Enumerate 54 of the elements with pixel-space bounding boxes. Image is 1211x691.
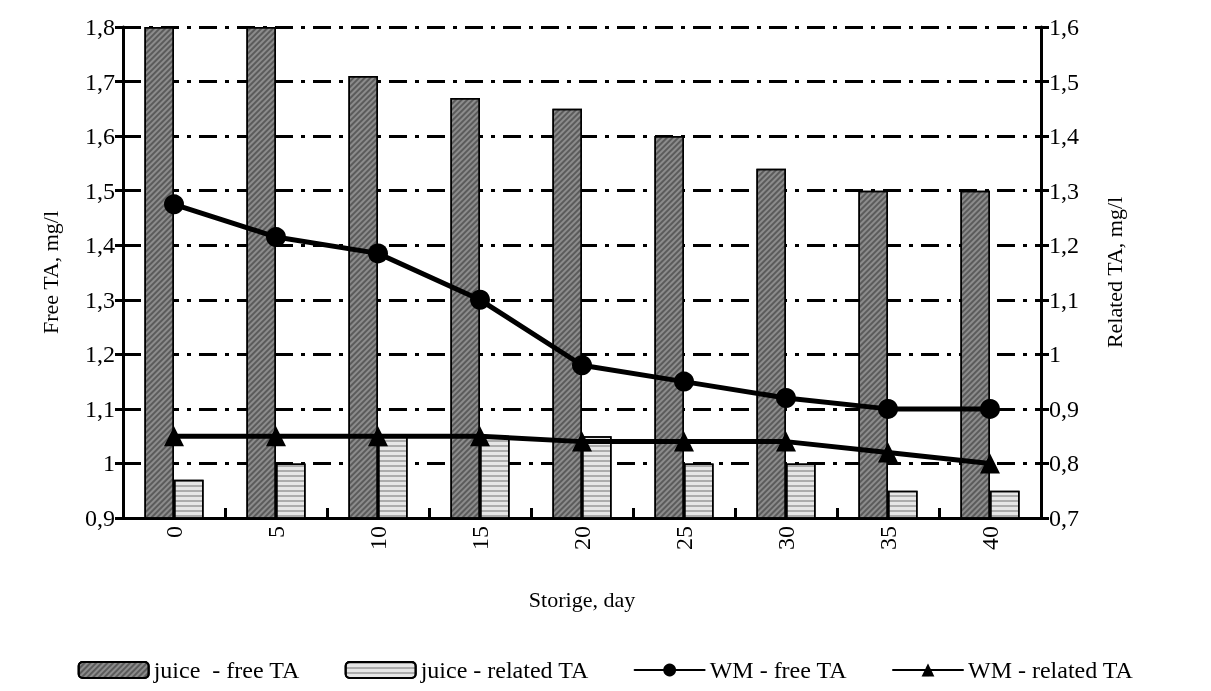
y2-tick-label: 1 [1049, 341, 1061, 368]
point [266, 426, 286, 447]
x-tick-label: 35 [875, 526, 901, 550]
legend-label: juice - related TA [419, 657, 589, 683]
x-tick-label: 40 [977, 526, 1003, 550]
y-tick-label: 1,7 [85, 68, 115, 95]
y2-axis-title: Related TA, mg/l [1101, 196, 1127, 349]
point [878, 398, 898, 419]
legend-label: WM - related TA [967, 657, 1134, 683]
y2-tick-label: 1,6 [1049, 14, 1079, 40]
point [980, 453, 1000, 474]
point [674, 431, 694, 452]
legend-label: juice - free TA [152, 657, 300, 683]
y-tick-label: 1,4 [85, 232, 115, 259]
point [572, 431, 592, 452]
point [878, 442, 898, 463]
point [470, 289, 490, 310]
x-tick-label: 10 [365, 526, 391, 550]
y-tick-label: 1,2 [85, 341, 115, 368]
y2-tick-label: 1,5 [1049, 68, 1079, 95]
point [164, 426, 184, 447]
x-tick-label: 20 [569, 526, 595, 550]
y2-tick-label: 0,9 [1049, 395, 1079, 422]
y2-tick-label: 1,1 [1049, 286, 1079, 313]
point [980, 398, 1000, 419]
x-tick-label: 15 [467, 526, 493, 550]
y-tick-label: 1,3 [85, 286, 115, 313]
x-tick-label: 30 [773, 526, 799, 550]
y2-tick-label: 0,8 [1049, 450, 1079, 477]
y-tick-label: 1,8 [85, 14, 115, 40]
point [164, 194, 184, 215]
y2-tick-label: 1,3 [1049, 177, 1079, 204]
y-tick-label: 1,5 [85, 177, 115, 204]
x-tick-label: 25 [671, 526, 697, 550]
y2-tick-label: 0,7 [1049, 505, 1079, 531]
x-axis-title: Storige, day [528, 586, 636, 612]
point [368, 426, 388, 447]
y-tick-label: 0,9 [85, 505, 115, 531]
legend-label: WM - free TA [709, 657, 848, 683]
y-tick-label: 1,6 [85, 123, 115, 150]
point [674, 371, 694, 392]
y-tick-label: 1 [103, 450, 115, 477]
point [776, 431, 796, 452]
y2-tick-label: 1,4 [1049, 123, 1079, 150]
x-tick-label: 0 [161, 526, 187, 538]
point [572, 355, 592, 376]
point [368, 243, 388, 264]
point [776, 387, 796, 408]
y-axis-title: Free TA, mg/l [37, 210, 63, 335]
y2-tick-label: 1,2 [1049, 232, 1079, 259]
point [470, 426, 490, 447]
y-tick-label: 1,1 [85, 395, 115, 422]
point [266, 227, 286, 248]
x-tick-label: 5 [263, 526, 289, 538]
